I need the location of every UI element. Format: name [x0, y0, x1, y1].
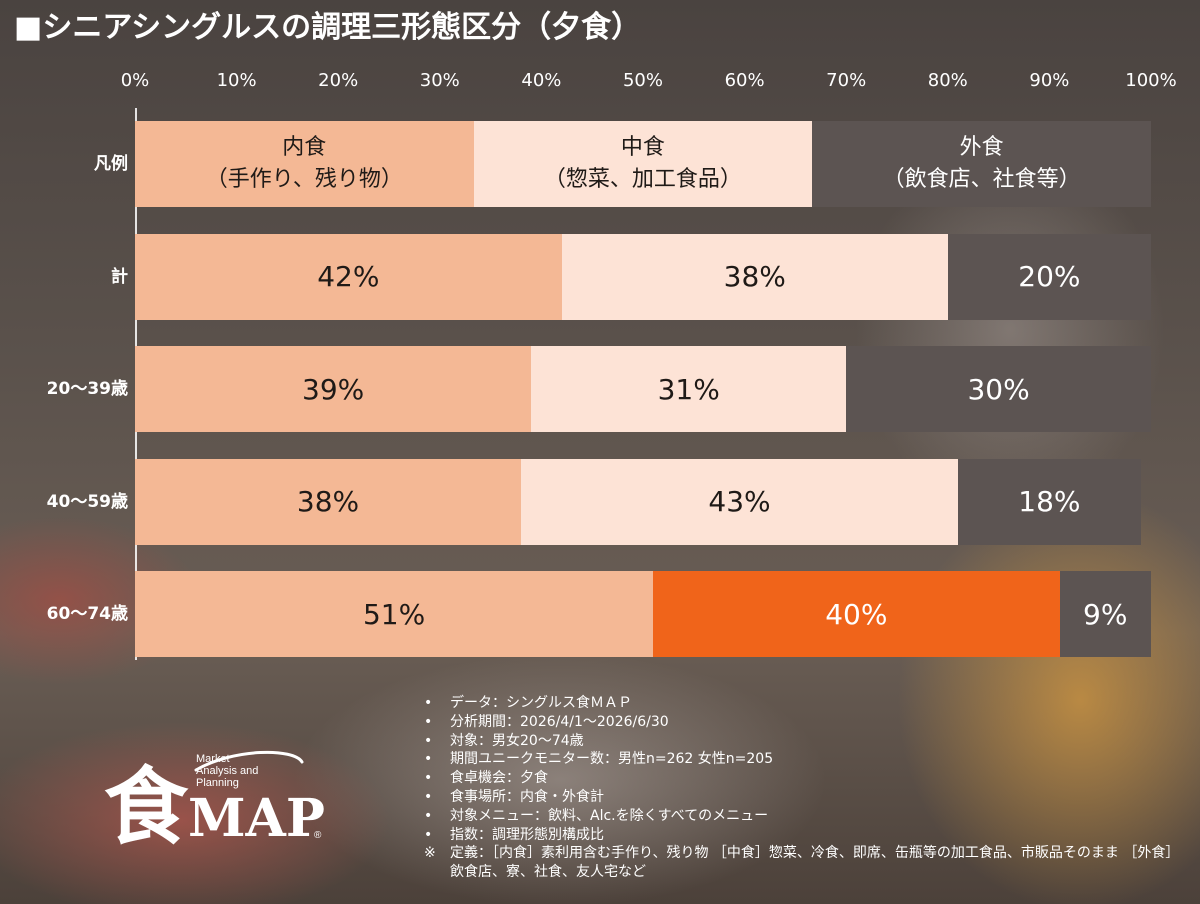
- legend-title: 外食: [959, 135, 1004, 160]
- bar-segment-gaishoku: 30%: [846, 346, 1151, 432]
- shokumap-logo: 食 Market Analysis and Planning MAP ®: [104, 750, 325, 848]
- legend-text: 中食 （惣菜、加工食品）: [544, 132, 742, 196]
- bar-segment-nakashoku: 38%: [561, 233, 948, 320]
- logo-map: MAP: [188, 788, 325, 848]
- x-tick-label: 100%: [1125, 70, 1177, 91]
- note-bullet: •: [424, 732, 433, 749]
- footnotes: • データ：シングルス食ＭＡＰ • 分析期間：2026/4/1～2026/6/30 • 対…: [424, 694, 1184, 882]
- legend-text: 外食 （飲食店、社食等）: [883, 132, 1081, 196]
- category-label: 60～74歳: [46, 604, 128, 624]
- legend-gaishoku: 外食 （飲食店、社食等）: [812, 121, 1151, 207]
- note-bullet: •: [424, 713, 433, 730]
- x-tick-label: 90%: [1029, 70, 1070, 91]
- bar-segment-gaishoku: 20%: [947, 233, 1151, 320]
- data-label: 20%: [1018, 260, 1081, 293]
- bar-segment-gaishoku: 9%: [1059, 571, 1151, 657]
- data-label: 18%: [1018, 485, 1081, 518]
- data-label: 39%: [302, 372, 365, 406]
- note-text: 指数：調理形態別構成比: [450, 826, 604, 843]
- note-bullet: •: [424, 770, 433, 787]
- note-bullet: •: [424, 788, 433, 805]
- data-label: 38%: [723, 260, 786, 293]
- x-tick-label: 70%: [826, 70, 867, 91]
- bar-segment-naishoku: 38%: [135, 458, 522, 545]
- logo-tagline-3: Planning: [196, 777, 239, 789]
- legend-title: 中食: [620, 135, 665, 160]
- data-label: 43%: [708, 485, 771, 518]
- note-text: 食事場所：内食・外食計: [450, 788, 604, 805]
- page-title: ■シニアシングルスの調理三形態区分（夕食）: [14, 10, 642, 45]
- legend-naishoku: 内食 （手作り、残り物）: [135, 121, 474, 207]
- logo-kanji: 食: [104, 757, 189, 848]
- note-line: • 対象メニュー：飲料、Alc.を除くすべてのメニュー: [424, 807, 1184, 826]
- note-line: ※ 定義：［内食］素利用含む手作り、残り物 ［中食］惣菜、冷食、即席、缶瓶等の加工…: [424, 844, 1184, 882]
- note-text: 対象メニュー：飲料、Alc.を除くすべてのメニュー: [450, 807, 769, 824]
- legend-text: 内食 （手作り、残り物）: [206, 132, 403, 196]
- bar-segment-nakashoku: 43%: [521, 458, 958, 545]
- logo-tagline-2: Analysis and: [196, 765, 258, 777]
- note-text: 食卓機会：夕食: [450, 770, 548, 787]
- x-tick-label: 30%: [419, 70, 460, 91]
- category-label: 計: [111, 266, 128, 287]
- data-label: 38%: [296, 485, 360, 518]
- note-bullet: ※: [424, 845, 436, 862]
- x-tick-label: 60%: [724, 70, 765, 91]
- bar-segment-nakashoku: 40%: [653, 571, 1060, 657]
- data-label: 42%: [317, 260, 380, 293]
- note-bullet: •: [424, 826, 433, 843]
- note-text: 対象：男女20～74歳: [450, 732, 584, 749]
- legend-nakashoku: 中食 （惣菜、加工食品）: [473, 121, 813, 207]
- category-label: 40～59歳: [46, 491, 128, 512]
- data-label: 9%: [1083, 597, 1128, 631]
- data-label: 31%: [657, 372, 720, 406]
- logo-registered-mark: ®: [314, 830, 322, 841]
- legend-subtitle: （手作り、残り物）: [205, 167, 403, 192]
- note-line: • 分析期間：2026/4/1～2026/6/30: [424, 713, 1184, 732]
- x-tick-label: 50%: [622, 70, 663, 91]
- legend-subtitle: （惣菜、加工食品）: [543, 167, 742, 192]
- category-label: 20～39歳: [46, 379, 128, 399]
- note-line: • 食事場所：内食・外食計: [424, 788, 1184, 807]
- note-text: 期間ユニークモニター数：男性n=262 女性n=205: [450, 751, 774, 768]
- note-bullet: •: [424, 695, 433, 711]
- data-label: 30%: [967, 372, 1030, 406]
- note-text: 定義：［内食］素利用含む手作り、残り物 ［中食］惣菜、冷食、即席、缶瓶等の加工食…: [450, 845, 1180, 881]
- x-tick-label: 20%: [318, 70, 359, 91]
- bar-segment-naishoku: 51%: [135, 571, 654, 657]
- x-tick-label: 10%: [216, 70, 257, 91]
- logo-tagline-1: Market: [196, 753, 230, 765]
- note-text: 分析期間：2026/4/1～2026/6/30: [450, 713, 669, 730]
- note-bullet: •: [424, 751, 433, 768]
- legend-title: 内食: [282, 135, 327, 160]
- note-bullet: •: [424, 807, 433, 824]
- note-line: • 指数：調理形態別構成比: [424, 826, 1184, 845]
- x-tick-label: 40%: [521, 70, 562, 91]
- data-label: 40%: [825, 597, 888, 631]
- note-line: • 対象：男女20～74歳: [424, 732, 1184, 751]
- note-text: データ：シングルス食ＭＡＰ: [450, 695, 632, 711]
- note-line: • 期間ユニークモニター数：男性n=262 女性n=205: [424, 750, 1184, 769]
- bar-segment-naishoku: 42%: [135, 233, 562, 320]
- legend-label: 凡例: [94, 154, 128, 174]
- x-tick-label: 80%: [927, 70, 968, 91]
- bar-segment-nakashoku: 31%: [531, 346, 847, 432]
- note-line: • 食卓機会：夕食: [424, 769, 1184, 788]
- bar-segment-gaishoku: 18%: [957, 458, 1141, 545]
- note-line: • データ：シングルス食ＭＡＰ: [424, 694, 1184, 713]
- legend-subtitle: （飲食店、社食等）: [882, 167, 1081, 192]
- bar-segment-naishoku: 39%: [135, 346, 532, 432]
- x-tick-label: 0%: [120, 70, 150, 91]
- data-label: 51%: [362, 597, 426, 631]
